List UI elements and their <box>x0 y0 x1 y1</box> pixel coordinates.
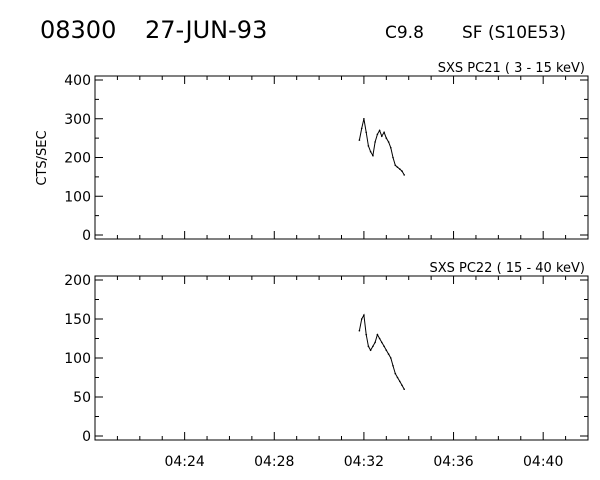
panel1-data-point <box>403 174 406 176</box>
panel1-y-tick-label: 0 <box>82 228 91 244</box>
panel1-data-point <box>385 137 388 139</box>
panel2-data-point <box>358 329 361 332</box>
panel1-y-tick-label: 100 <box>64 189 91 205</box>
flare-location: SF (S10E53) <box>462 23 566 43</box>
panel2-x-tick-label: 04:28 <box>254 454 294 470</box>
panel2-data-point <box>376 333 379 336</box>
panel2-data-point <box>378 337 381 340</box>
panel2-data-point <box>369 349 372 352</box>
panel2-data-point <box>385 349 388 352</box>
panel2-data-point <box>403 388 406 391</box>
panel2-y-tick-label: 200 <box>64 273 91 289</box>
panel2-data-point <box>387 353 390 355</box>
panel1-data-point <box>360 127 363 130</box>
panel2-y-tick-label: 0 <box>82 429 91 445</box>
panel2-data-point <box>396 376 399 379</box>
panel2-data-point <box>367 345 370 348</box>
panel1-data-point <box>387 141 390 143</box>
event-id: 08300 <box>40 16 116 44</box>
panel2-x-tick-label: 04:36 <box>433 454 473 470</box>
panel2-data-point <box>383 345 385 348</box>
panel2-data-point <box>390 357 392 359</box>
panel2-data-point <box>360 318 363 320</box>
panel1-data-point <box>369 150 372 153</box>
panel1-data-point <box>358 139 361 141</box>
panel1-data-point <box>365 131 368 134</box>
panel1-y-tick-label: 200 <box>64 151 91 167</box>
panel2-x-tick-label: 04:32 <box>344 454 384 470</box>
panel1-data-point <box>363 118 365 120</box>
panel2-data-point <box>372 345 374 348</box>
panel1-data-point <box>376 133 379 136</box>
panel1-data-point <box>394 164 397 167</box>
panel2-data-point <box>392 365 394 367</box>
panel1-data-point <box>381 135 383 137</box>
panel2-data-point <box>374 341 376 344</box>
panel1-data-point <box>374 141 376 143</box>
panel2-data-point <box>394 372 397 375</box>
panel2-x-tick-label: 04:24 <box>164 454 204 470</box>
panel1-data-point <box>372 154 374 157</box>
panel2-data-point <box>381 341 383 344</box>
panel1-data-point <box>396 166 399 168</box>
panel1-data-point <box>401 170 403 172</box>
panel2-data-point <box>399 380 401 383</box>
panel1-data-point <box>367 145 370 147</box>
panel1-data-point <box>390 147 392 149</box>
panel2-data-point <box>365 333 368 336</box>
panel1-data-point <box>378 129 381 132</box>
panel2-y-tick-label: 50 <box>73 390 91 406</box>
event-date: 27-JUN-93 <box>145 16 267 44</box>
panel1-ylabel: CTS/SEC <box>35 130 50 185</box>
panel2-title: SXS PC22 ( 15 - 40 keV) <box>429 261 585 276</box>
panel1-data-point <box>392 156 394 159</box>
panel2-y-tick-label: 150 <box>64 312 91 328</box>
panel2-frame <box>94 275 589 441</box>
panel1-frame <box>94 75 589 240</box>
panel1-y-tick-label: 400 <box>64 73 91 89</box>
panel2-y-tick-label: 100 <box>64 351 91 367</box>
panel2-data-point <box>401 384 403 387</box>
panel1-data-point <box>383 131 385 134</box>
panel1-data-point <box>399 168 401 170</box>
flare-class: C9.8 <box>385 23 424 43</box>
panel2-x-tick-label: 04:40 <box>523 454 563 470</box>
panel1-y-tick-label: 300 <box>64 112 91 128</box>
panel2-data-point <box>363 314 365 316</box>
panel1-title: SXS PC21 ( 3 - 15 keV) <box>438 61 585 76</box>
